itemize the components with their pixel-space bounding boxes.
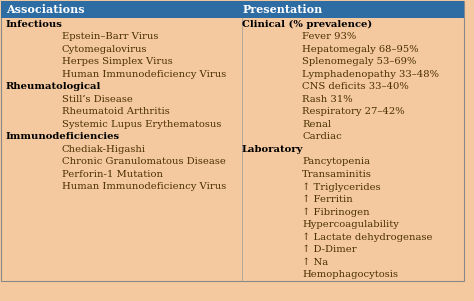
Text: Cardiac: Cardiac: [302, 132, 342, 141]
FancyBboxPatch shape: [1, 2, 464, 281]
Text: Chediak-Higashi: Chediak-Higashi: [62, 145, 146, 154]
Text: Hypercoagulability: Hypercoagulability: [302, 220, 399, 229]
Text: Splenomegaly 53–69%: Splenomegaly 53–69%: [302, 57, 417, 66]
Text: Still’s Disease: Still’s Disease: [62, 95, 132, 104]
Text: Hepatomegaly 68–95%: Hepatomegaly 68–95%: [302, 45, 419, 54]
Text: ↑ Fibrinogen: ↑ Fibrinogen: [302, 207, 370, 217]
Text: ↑ Triglycerides: ↑ Triglycerides: [302, 182, 381, 192]
Text: Clinical (% prevalence): Clinical (% prevalence): [242, 20, 372, 29]
Text: Fever 93%: Fever 93%: [302, 32, 356, 41]
Text: Rash 31%: Rash 31%: [302, 95, 353, 104]
Text: Chronic Granulomatous Disease: Chronic Granulomatous Disease: [62, 157, 226, 166]
FancyBboxPatch shape: [1, 2, 464, 18]
Text: ↑ Ferritin: ↑ Ferritin: [302, 195, 353, 204]
Text: Presentation: Presentation: [242, 4, 322, 15]
Text: ↑ Lactate dehydrogenase: ↑ Lactate dehydrogenase: [302, 232, 433, 242]
Text: Laboratory: Laboratory: [242, 145, 303, 154]
Text: Rheumatological: Rheumatological: [6, 82, 101, 91]
Text: Associations: Associations: [6, 4, 85, 15]
Text: Perforin-1 Mutation: Perforin-1 Mutation: [62, 170, 163, 179]
Text: Immunodeficiencies: Immunodeficiencies: [6, 132, 120, 141]
Text: Lymphadenopathy 33–48%: Lymphadenopathy 33–48%: [302, 70, 439, 79]
Text: ↑ D-Dimer: ↑ D-Dimer: [302, 245, 357, 254]
Text: Respiratory 27–42%: Respiratory 27–42%: [302, 107, 405, 116]
Text: ↑ Na: ↑ Na: [302, 258, 328, 266]
Text: Human Immunodeficiency Virus: Human Immunodeficiency Virus: [62, 70, 226, 79]
Text: Systemic Lupus Erythematosus: Systemic Lupus Erythematosus: [62, 120, 221, 129]
Text: Cytomegalovirus: Cytomegalovirus: [62, 45, 147, 54]
Text: Herpes Simplex Virus: Herpes Simplex Virus: [62, 57, 173, 66]
Text: Infectious: Infectious: [6, 20, 63, 29]
Text: Renal: Renal: [302, 120, 331, 129]
Text: Rheumatoid Arthritis: Rheumatoid Arthritis: [62, 107, 169, 116]
Text: Transaminitis: Transaminitis: [302, 170, 372, 179]
Text: CNS deficits 33–40%: CNS deficits 33–40%: [302, 82, 409, 91]
Text: Epstein–Barr Virus: Epstein–Barr Virus: [62, 32, 158, 41]
Text: Hemophagocytosis: Hemophagocytosis: [302, 270, 398, 279]
Text: Pancytopenia: Pancytopenia: [302, 157, 370, 166]
Text: Human Immunodeficiency Virus: Human Immunodeficiency Virus: [62, 182, 226, 191]
